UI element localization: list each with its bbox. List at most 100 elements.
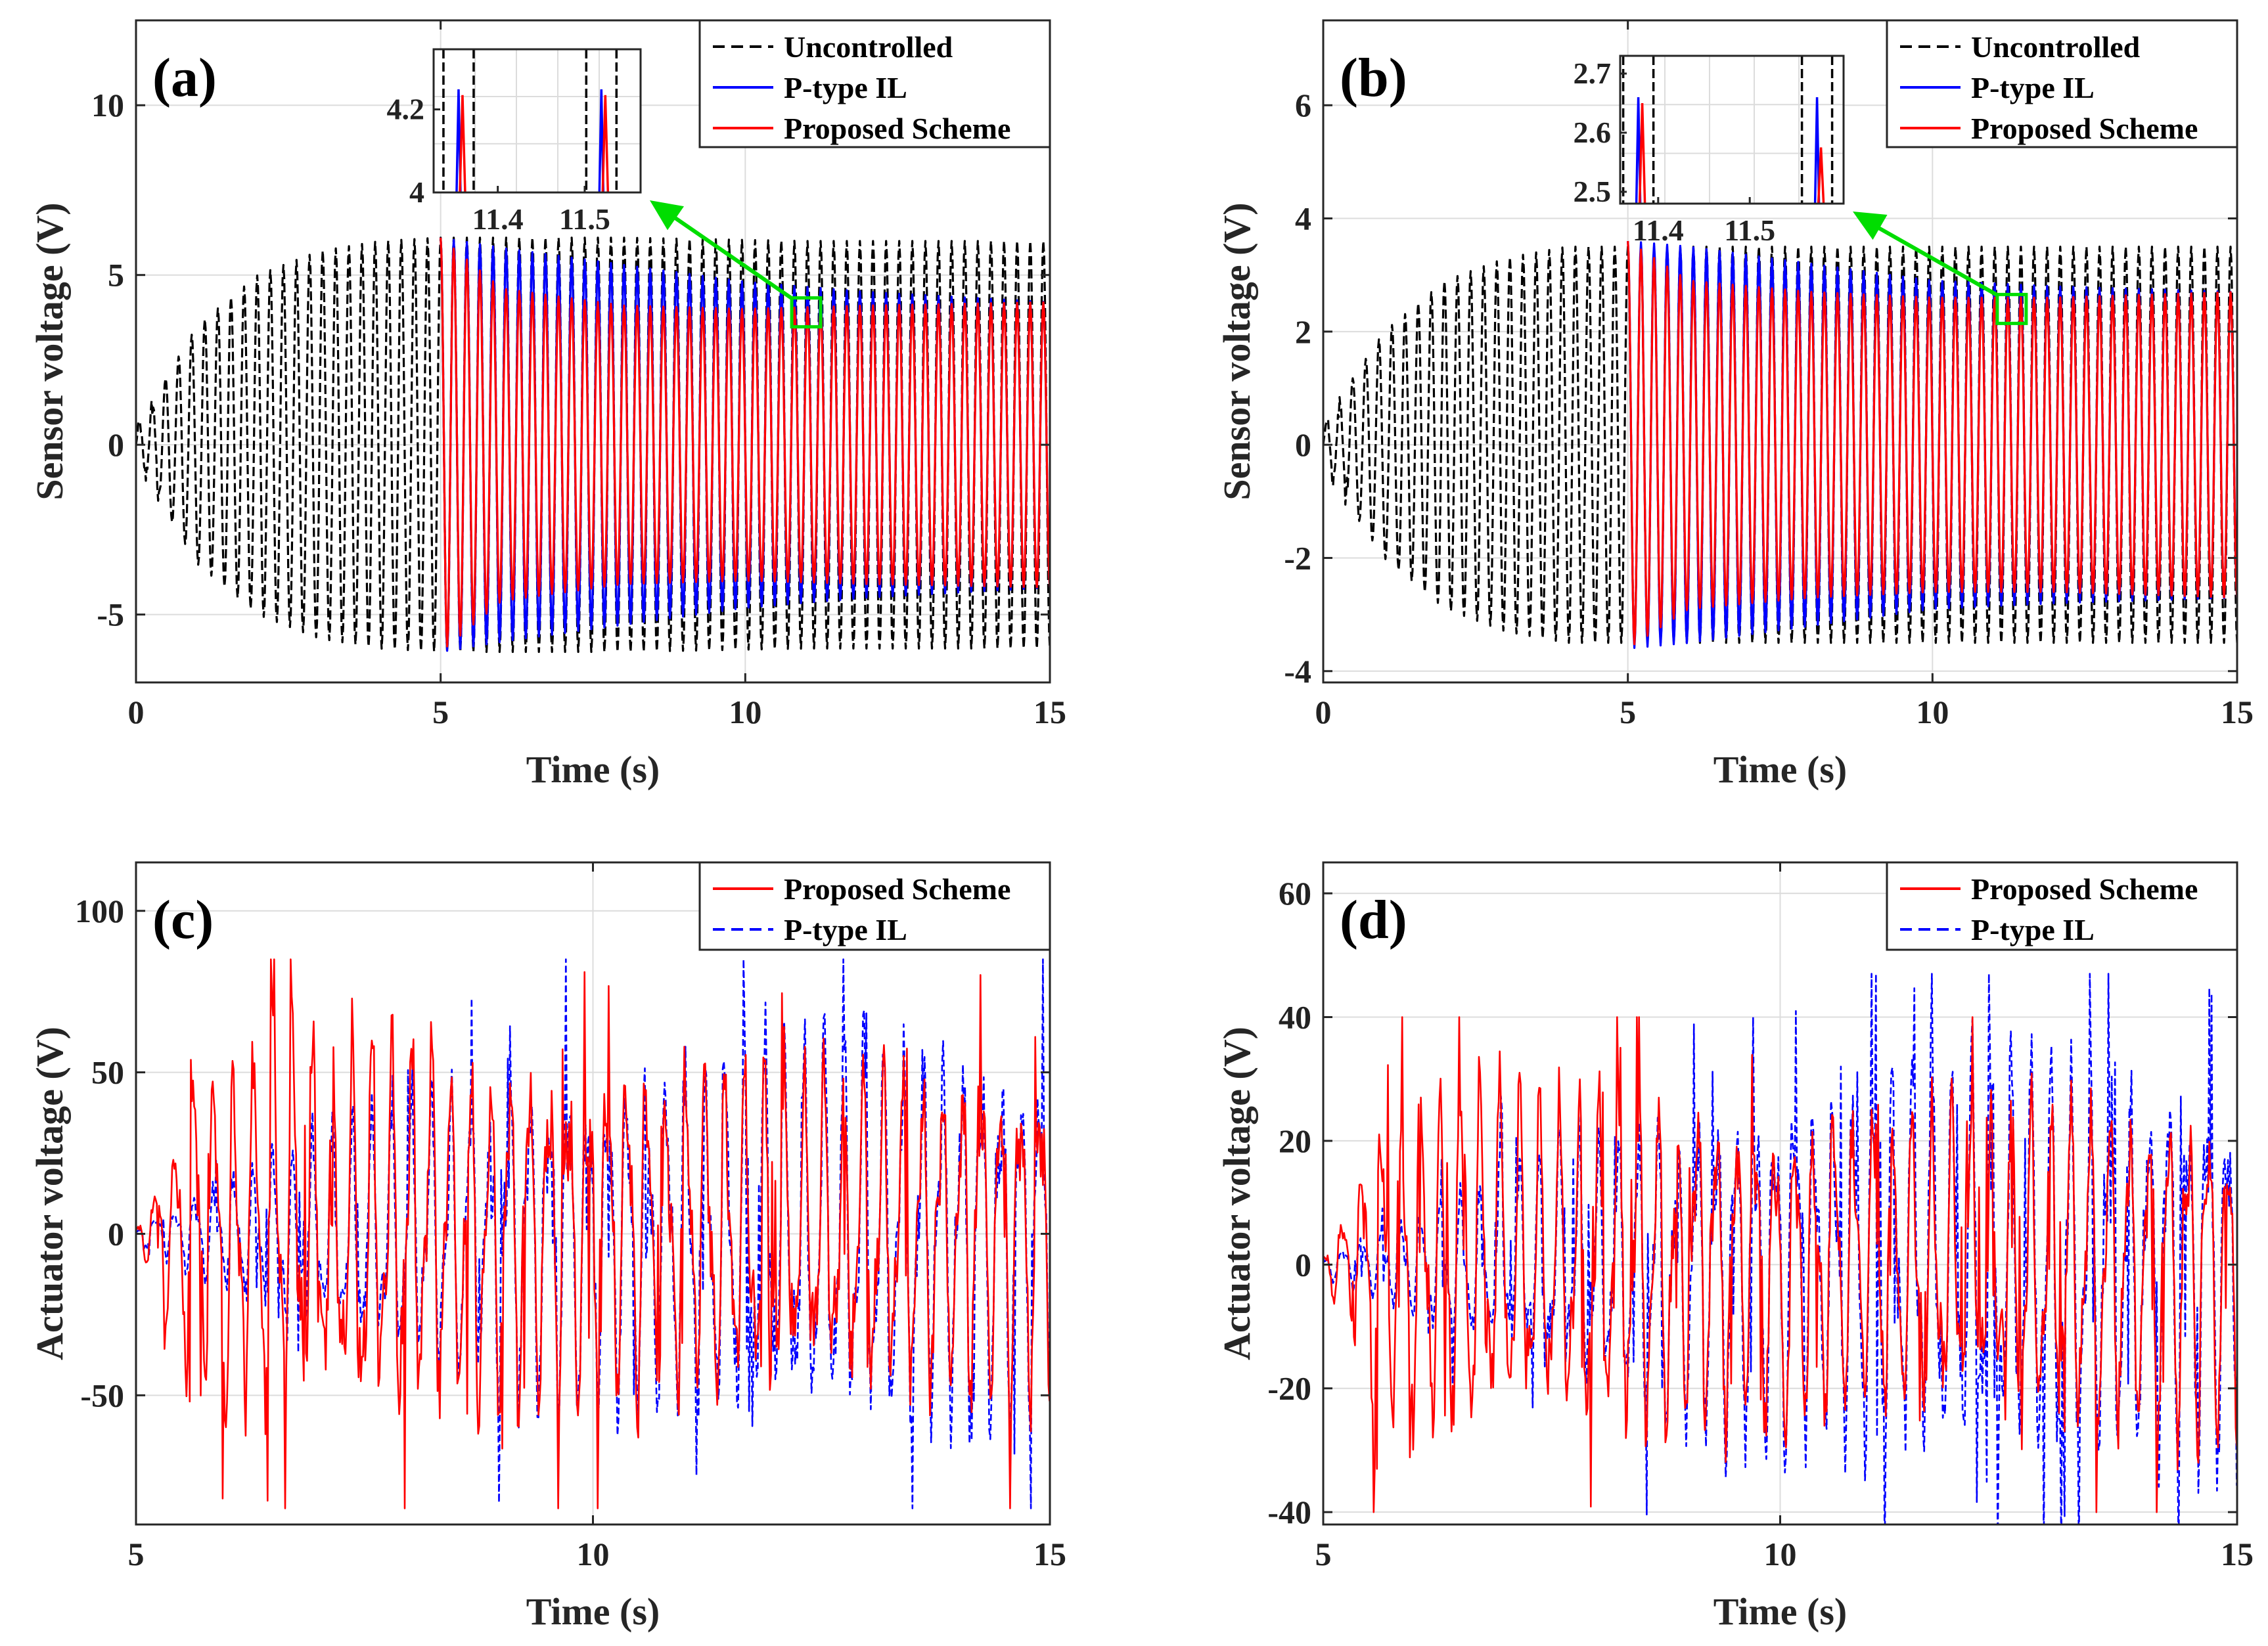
chart-panel-b: 0 5 10 15 -4 -2 0 2 4 6 Time (s) Sensor voltage (V)… bbox=[1215, 19, 2254, 791]
y-tick-label: 5 bbox=[108, 257, 124, 294]
x-tick-label: 10 bbox=[577, 1536, 610, 1572]
y-tick-label: 0 bbox=[108, 1215, 124, 1252]
inset-ptype-trace bbox=[1813, 97, 1821, 204]
legend-box bbox=[698, 19, 1051, 148]
panel-label: (d) bbox=[1340, 889, 1407, 950]
zoom-arrow bbox=[1865, 219, 2000, 298]
legend-entry: P-type IL bbox=[1971, 71, 2095, 104]
series-group bbox=[136, 958, 1050, 1509]
inset-proposed-trace bbox=[1638, 102, 1646, 204]
y-tick-label: -50 bbox=[80, 1377, 124, 1413]
series-line-proposed-scheme bbox=[136, 958, 1050, 1509]
axes-box bbox=[135, 19, 1051, 684]
chart-panel-c: 5 10 15 -50 0 50 100 Time (s) Actuator voltage (… bbox=[28, 861, 1066, 1633]
x-tick-label: 5 bbox=[128, 1536, 145, 1572]
y-tick-label: 2 bbox=[1295, 313, 1311, 350]
inset-proposed-trace bbox=[601, 95, 610, 193]
legend-entry: Uncontrolled bbox=[784, 30, 953, 64]
axes-box bbox=[1322, 19, 2238, 684]
x-tick-label: 10 bbox=[729, 694, 761, 730]
inset-proposed-trace bbox=[1817, 147, 1825, 204]
legend-entry: Proposed Scheme bbox=[1971, 872, 2198, 906]
y-axis-label: Actuator voltage (V) bbox=[1215, 1027, 1258, 1360]
inset-proposed-trace bbox=[459, 95, 466, 193]
chart-panel-a: 0 5 10 15 -5 0 5 10 Time (s) Sensor voltage (V) (a… bbox=[28, 19, 1066, 791]
series-group bbox=[1323, 973, 2237, 1524]
zoom-marker bbox=[790, 296, 823, 329]
zoom-marker bbox=[1995, 292, 2028, 325]
x-axis-label: Time (s) bbox=[1713, 748, 1848, 791]
inset-box bbox=[432, 48, 642, 194]
series-group bbox=[1323, 240, 2237, 650]
y-tick-label: 50 bbox=[91, 1054, 124, 1091]
x-tick-label: 5 bbox=[1620, 694, 1636, 730]
y-tick-label: -20 bbox=[1267, 1370, 1311, 1407]
legend-box bbox=[1886, 861, 2238, 951]
panel-label: (a) bbox=[152, 47, 217, 108]
inset-x-tick-label: 11.4 bbox=[472, 202, 524, 236]
legend-entry: Uncontrolled bbox=[1971, 30, 2141, 64]
y-tick-label: 0 bbox=[1295, 426, 1311, 463]
legend-entry: P-type IL bbox=[784, 913, 907, 946]
y-tick-label: -2 bbox=[1284, 539, 1311, 576]
x-tick-label: 15 bbox=[2221, 1536, 2254, 1572]
series-line-proposed-scheme bbox=[440, 237, 1050, 648]
legend-entry: P-type IL bbox=[1971, 913, 2095, 946]
inset-x-tick-label: 11.5 bbox=[559, 202, 610, 236]
x-tick-label: 15 bbox=[1033, 1536, 1066, 1572]
zoom-arrow-head bbox=[1853, 211, 1888, 240]
inset-y-tick-label: 4.2 bbox=[387, 93, 425, 126]
panel-label: (c) bbox=[152, 889, 214, 950]
y-tick-label: -40 bbox=[1267, 1494, 1311, 1530]
y-tick-label: 0 bbox=[108, 426, 124, 463]
inset-y-tick-label: 2.7 bbox=[1574, 56, 1612, 90]
x-tick-label: 0 bbox=[128, 694, 145, 730]
y-tick-label: 0 bbox=[1295, 1246, 1311, 1283]
inset-y-tick-label: 2.5 bbox=[1574, 175, 1612, 208]
inset-y-tick-label: 4 bbox=[409, 175, 424, 209]
series-line-proposed-scheme bbox=[1627, 240, 2237, 646]
y-axis-label: Sensor voltage (V) bbox=[1215, 202, 1258, 500]
legend-entry: Proposed Scheme bbox=[1971, 112, 2198, 145]
y-axis-label: Actuator voltage (V) bbox=[28, 1027, 71, 1360]
legend-box bbox=[698, 861, 1051, 951]
legend-entry: Proposed Scheme bbox=[784, 872, 1010, 906]
panel-label: (b) bbox=[1340, 47, 1407, 108]
legend-box bbox=[1886, 19, 2238, 148]
y-tick-label: -5 bbox=[97, 596, 124, 633]
inset-x-tick-label: 11.4 bbox=[1633, 213, 1684, 247]
legend-entry: Proposed Scheme bbox=[784, 112, 1010, 145]
legend-entry: P-type IL bbox=[784, 71, 907, 104]
y-tick-label: 6 bbox=[1295, 87, 1311, 123]
zoom-arrow bbox=[662, 208, 794, 301]
y-axis-label: Sensor voltage (V) bbox=[28, 202, 71, 500]
y-tick-label: 60 bbox=[1279, 875, 1311, 912]
inset-background bbox=[1620, 56, 1844, 204]
x-tick-label: 10 bbox=[1764, 1536, 1797, 1572]
y-tick-label: 20 bbox=[1279, 1123, 1311, 1159]
inset-x-tick-label: 11.5 bbox=[1724, 213, 1775, 247]
x-tick-label: 5 bbox=[1315, 1536, 1332, 1572]
x-tick-label: 5 bbox=[432, 694, 449, 730]
x-axis-label: Time (s) bbox=[526, 1590, 660, 1633]
series-line-proposed-scheme bbox=[1323, 1016, 2237, 1513]
y-tick-label: -4 bbox=[1284, 653, 1311, 690]
zoom-inset: 11.4 11.5 4 4.2 bbox=[387, 48, 642, 236]
x-tick-label: 15 bbox=[2221, 694, 2254, 730]
series-group bbox=[136, 236, 1050, 654]
inset-y-tick-label: 2.6 bbox=[1574, 116, 1612, 149]
chart-panel-d: 5 10 15 -40 -20 0 20 40 60 Time (s) Actuator volta… bbox=[1215, 861, 2254, 1633]
inset-box bbox=[1619, 55, 1845, 205]
x-tick-label: 0 bbox=[1315, 694, 1332, 730]
zoom-inset: 11.4 11.5 2.5 2.6 2.7 bbox=[1574, 55, 1845, 247]
y-tick-label: 100 bbox=[75, 893, 124, 929]
y-tick-label: 10 bbox=[91, 87, 124, 123]
y-tick-label: 40 bbox=[1279, 999, 1311, 1036]
y-tick-label: 4 bbox=[1295, 200, 1311, 237]
x-tick-label: 15 bbox=[1033, 694, 1066, 730]
x-tick-label: 10 bbox=[1916, 694, 1949, 730]
x-axis-label: Time (s) bbox=[526, 748, 660, 791]
x-axis-label: Time (s) bbox=[1713, 1590, 1848, 1633]
zoom-arrow-head bbox=[650, 200, 684, 231]
